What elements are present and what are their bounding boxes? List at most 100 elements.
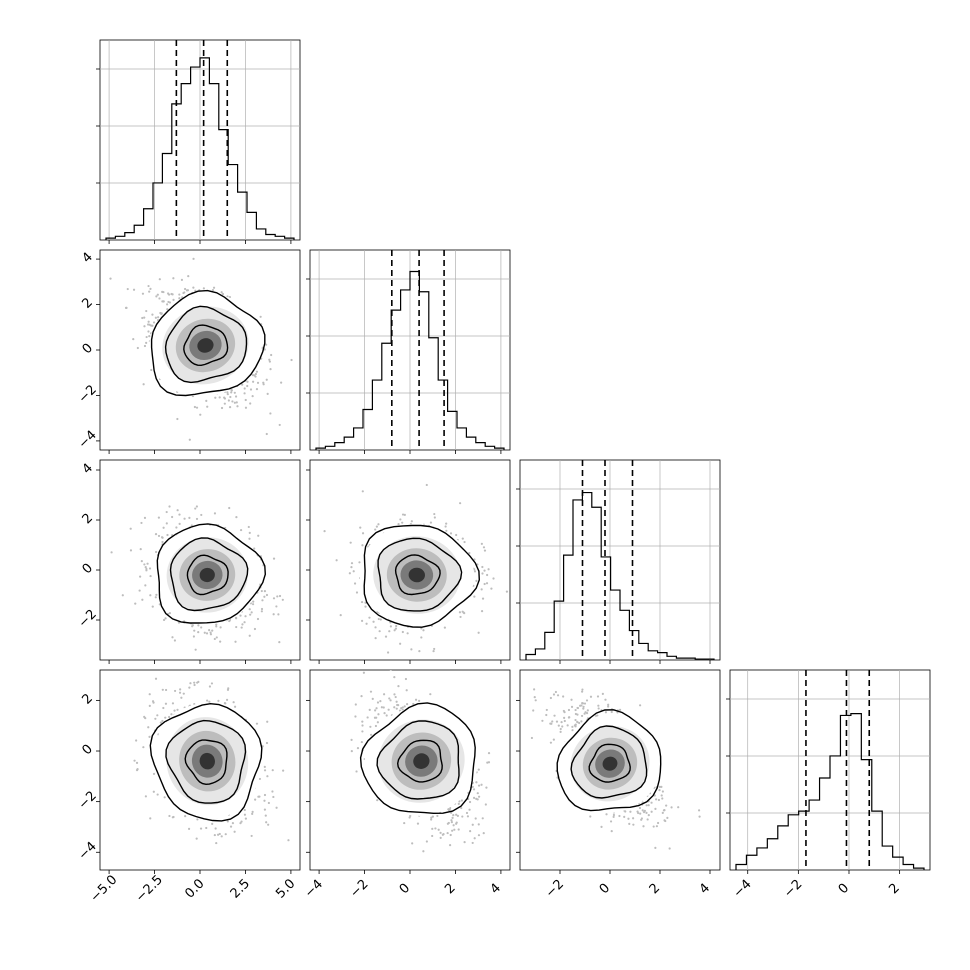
scatter-point — [287, 839, 290, 842]
scatter-point — [234, 395, 238, 398]
scatter-point — [215, 623, 218, 626]
scatter-point — [434, 827, 437, 830]
histogram-panel-p2 — [516, 459, 721, 661]
scatter-point — [215, 625, 218, 628]
scatter-point — [374, 709, 377, 712]
scatter-point — [147, 323, 150, 326]
scatter-point — [192, 257, 195, 260]
scatter-point — [244, 406, 248, 409]
scatter-point — [482, 546, 486, 549]
scatter-point — [213, 637, 216, 641]
scatter-point — [368, 708, 371, 712]
scatter-point — [265, 741, 269, 745]
scatter-point — [469, 830, 472, 833]
density-fill — [199, 752, 215, 770]
scatter-point — [399, 518, 402, 521]
scatter-point — [389, 699, 392, 702]
scatter-point — [215, 636, 218, 639]
scatter-point — [176, 708, 179, 711]
scatter-point — [266, 392, 269, 396]
scatter-point — [171, 702, 175, 705]
scatter-point — [271, 790, 274, 793]
scatter-point — [143, 316, 146, 319]
scatter-point — [164, 702, 168, 705]
scatter-point — [395, 624, 398, 628]
scatter-point — [431, 815, 434, 818]
scatter-point — [449, 833, 452, 837]
scatter-point — [361, 532, 365, 535]
scatter-point — [200, 626, 203, 629]
scatter-point — [129, 527, 132, 530]
scatter-point — [148, 335, 151, 338]
histogram-panel-p1 — [306, 249, 511, 451]
scatter-point — [143, 344, 147, 348]
scatter-point — [171, 515, 174, 519]
scatter-point — [250, 834, 253, 838]
scatter-point — [206, 699, 209, 702]
scatter-point — [360, 619, 364, 622]
scatter-point — [446, 831, 449, 835]
scatter-point — [158, 297, 161, 300]
scatter-point — [256, 381, 260, 384]
scatter-point — [461, 537, 464, 540]
scatter-point — [135, 739, 138, 742]
scatter-point — [206, 405, 209, 408]
scatter-point — [255, 370, 259, 373]
scatter-point — [534, 699, 537, 702]
scatter-point — [472, 796, 476, 799]
scatter-point — [244, 398, 247, 402]
scatter-point — [350, 738, 353, 741]
scatter-point — [422, 629, 425, 632]
density-panel-p2-p3 — [519, 669, 721, 871]
scatter-point — [450, 821, 453, 824]
scatter-point — [156, 793, 159, 796]
scatter-point — [149, 287, 152, 291]
scatter-point — [385, 714, 388, 717]
scatter-point — [414, 698, 418, 701]
scatter-point — [233, 830, 236, 833]
scatter-point — [618, 814, 621, 818]
scatter-point — [401, 513, 405, 516]
scatter-point — [149, 594, 152, 597]
scatter-point — [173, 689, 177, 693]
scatter-point — [420, 636, 423, 639]
scatter-point — [362, 671, 366, 674]
scatter-point — [353, 582, 357, 585]
scatter-point — [199, 827, 203, 830]
scatter-point — [278, 423, 281, 427]
scatter-point — [533, 696, 536, 699]
scatter-point — [361, 724, 364, 727]
scatter-point — [251, 395, 254, 398]
scatter-point — [586, 709, 589, 712]
scatter-point — [468, 551, 471, 555]
scatter-point — [226, 820, 229, 823]
scatter-point — [202, 287, 205, 290]
contour-middle — [165, 719, 247, 804]
scatter-point — [134, 602, 137, 605]
scatter-point — [281, 598, 284, 601]
scatter-point — [481, 572, 484, 575]
scatter-point — [349, 541, 352, 544]
scatter-point — [255, 722, 259, 725]
scatter-point — [161, 719, 164, 723]
scatter-point — [266, 775, 269, 778]
scatter-point — [386, 651, 390, 654]
scatter-point — [233, 401, 236, 404]
scatter-point — [262, 383, 265, 386]
scatter-point — [394, 695, 397, 699]
scatter-point — [561, 725, 564, 728]
scatter-point — [221, 292, 225, 296]
scatter-point — [234, 616, 238, 620]
scatter-point — [183, 517, 186, 520]
scatter-point — [193, 405, 196, 409]
scatter-point — [187, 275, 190, 278]
scatter-point — [205, 399, 208, 402]
scatter-point — [484, 803, 487, 806]
scatter-point — [162, 526, 165, 529]
scatter-point — [480, 610, 484, 613]
scatter-point — [563, 719, 566, 723]
scatter-point — [583, 702, 587, 705]
scatter-point — [482, 832, 485, 835]
scatter-point — [243, 808, 246, 812]
scatter-point — [404, 677, 408, 681]
